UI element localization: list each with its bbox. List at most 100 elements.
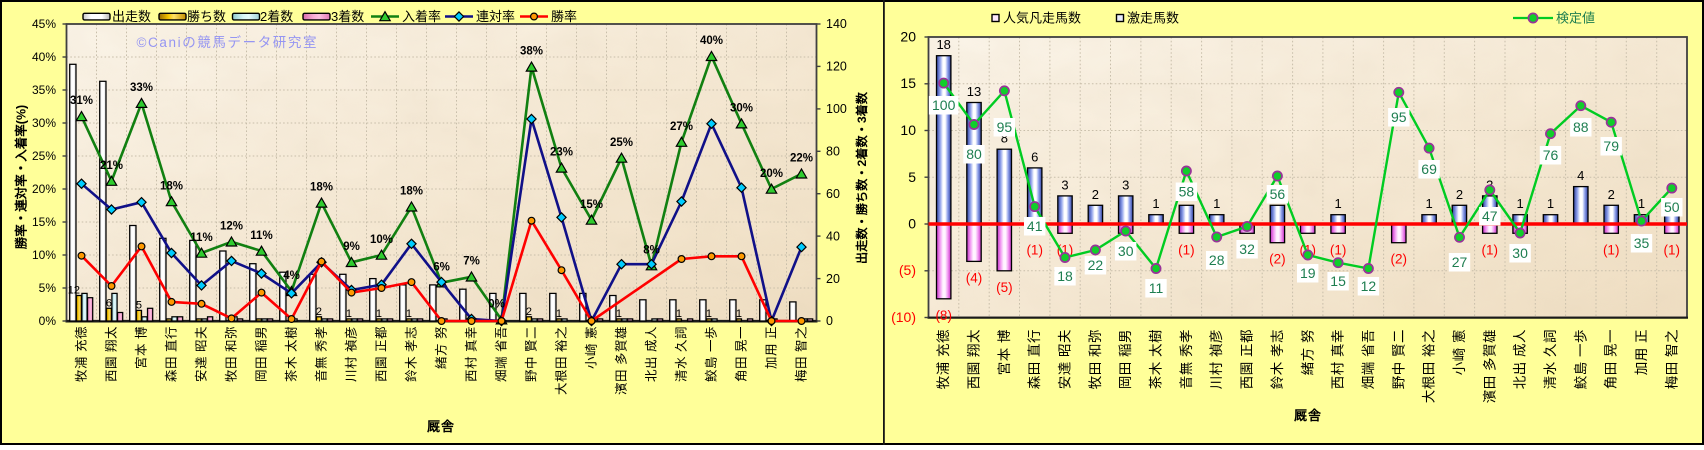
svg-text:18%: 18% [310, 182, 333, 194]
svg-text:(10): (10) [891, 309, 916, 325]
svg-text:鈴木 孝志: 鈴木 孝志 [404, 326, 419, 382]
svg-text:2着数: 2着数 [260, 9, 293, 24]
svg-text:加用 正: 加用 正 [1634, 329, 1649, 375]
svg-text:3: 3 [1122, 177, 1129, 192]
svg-text:川村 禎彦: 川村 禎彦 [344, 326, 359, 382]
svg-text:1: 1 [1547, 196, 1554, 211]
svg-text:©Caniの競馬データ研究室: ©Caniの競馬データ研究室 [137, 34, 319, 50]
svg-text:22: 22 [1088, 257, 1104, 273]
svg-text:1: 1 [706, 308, 712, 320]
svg-text:1: 1 [1638, 196, 1645, 211]
svg-text:(5): (5) [996, 280, 1013, 295]
svg-text:森田 直行: 森田 直行 [164, 326, 179, 382]
svg-text:15%: 15% [32, 215, 56, 229]
svg-text:北出 成人: 北出 成人 [1513, 329, 1528, 389]
svg-text:60: 60 [826, 187, 840, 201]
svg-text:1: 1 [676, 308, 682, 320]
svg-text:0%: 0% [39, 314, 57, 328]
svg-text:47: 47 [1482, 208, 1498, 224]
svg-text:6: 6 [106, 297, 112, 309]
svg-text:38%: 38% [520, 46, 543, 58]
svg-text:12: 12 [1361, 278, 1377, 294]
svg-text:鮫島 一歩: 鮫島 一歩 [704, 326, 719, 382]
svg-text:5: 5 [908, 169, 916, 185]
svg-text:20%: 20% [32, 182, 56, 196]
svg-text:32: 32 [1239, 241, 1255, 257]
svg-text:西村 真幸: 西村 真幸 [1331, 329, 1346, 389]
svg-text:5%: 5% [39, 281, 57, 295]
svg-text:10: 10 [900, 122, 916, 138]
svg-text:岡田 稲男: 岡田 稲男 [1118, 329, 1133, 389]
svg-text:宮本 博: 宮本 博 [134, 326, 149, 369]
svg-text:31%: 31% [70, 95, 93, 107]
svg-text:25%: 25% [32, 149, 56, 163]
svg-text:清水 久詞: 清水 久詞 [675, 326, 689, 382]
svg-text:1: 1 [346, 308, 352, 320]
svg-text:鮫島 一歩: 鮫島 一歩 [1573, 329, 1588, 389]
svg-text:出走数・勝ち数・2着数・3着数: 出走数・勝ち数・2着数・3着数 [854, 91, 869, 264]
svg-text:11: 11 [1149, 280, 1164, 296]
svg-text:76: 76 [1543, 147, 1559, 163]
svg-text:79: 79 [1603, 138, 1619, 154]
svg-text:6%: 6% [433, 262, 450, 274]
svg-text:安達 昭夫: 安達 昭夫 [1058, 329, 1073, 389]
svg-text:7%: 7% [463, 256, 480, 268]
svg-text:22%: 22% [790, 153, 813, 165]
svg-text:畑端 省吾: 畑端 省吾 [495, 326, 509, 382]
svg-text:(8): (8) [935, 308, 952, 323]
svg-text:宮本 博: 宮本 博 [996, 329, 1012, 375]
svg-text:連対率: 連対率 [476, 9, 515, 24]
svg-text:88: 88 [1573, 119, 1589, 135]
svg-text:33%: 33% [130, 82, 153, 94]
svg-text:40%: 40% [700, 35, 723, 47]
svg-text:野中 賢二: 野中 賢二 [1391, 329, 1406, 389]
svg-text:100: 100 [826, 102, 847, 116]
svg-text:69: 69 [1421, 161, 1437, 177]
svg-text:音無 秀孝: 音無 秀孝 [314, 326, 329, 382]
svg-text:清水 久詞: 清水 久詞 [1543, 329, 1558, 389]
svg-text:検定値: 検定値 [1556, 11, 1595, 26]
svg-text:15%: 15% [580, 199, 603, 211]
svg-text:梅田 智之: 梅田 智之 [794, 326, 809, 382]
svg-text:大根田 裕之: 大根田 裕之 [554, 326, 569, 395]
svg-text:5: 5 [136, 299, 142, 311]
svg-text:10%: 10% [32, 248, 56, 262]
svg-text:茶木 太樹: 茶木 太樹 [1149, 329, 1164, 389]
svg-text:2: 2 [1456, 187, 1463, 202]
svg-text:6: 6 [1031, 149, 1038, 164]
svg-text:角田 晃一: 角田 晃一 [735, 326, 749, 382]
svg-text:45%: 45% [32, 17, 56, 31]
svg-text:川村 禎彦: 川村 禎彦 [1209, 329, 1224, 389]
svg-text:4%: 4% [283, 270, 300, 282]
svg-text:厩舎: 厩舎 [1294, 408, 1322, 423]
svg-text:20: 20 [826, 272, 840, 286]
svg-text:56: 56 [1270, 186, 1286, 202]
svg-text:勝率・連対率・入着率(%): 勝率・連対率・入着率(%) [14, 105, 29, 249]
svg-text:0: 0 [908, 216, 916, 232]
svg-text:(1): (1) [1178, 242, 1195, 257]
svg-text:勝ち数: 勝ち数 [187, 9, 226, 24]
svg-text:大根田 裕之: 大根田 裕之 [1422, 329, 1437, 403]
svg-text:茶木 太樹: 茶木 太樹 [284, 326, 299, 382]
svg-text:140: 140 [826, 17, 847, 31]
svg-text:2: 2 [1608, 187, 1615, 202]
svg-text:3着数: 3着数 [331, 9, 364, 24]
svg-text:(2): (2) [1269, 252, 1286, 267]
svg-text:15: 15 [900, 75, 916, 91]
svg-text:18%: 18% [160, 180, 183, 192]
svg-text:30: 30 [1512, 245, 1528, 261]
svg-text:1: 1 [736, 308, 742, 320]
svg-text:畑端 省吾: 畑端 省吾 [1361, 329, 1376, 389]
svg-text:音無 秀孝: 音無 秀孝 [1178, 329, 1194, 389]
svg-text:牧浦 充徳: 牧浦 充徳 [74, 326, 89, 382]
svg-text:40: 40 [826, 229, 840, 243]
svg-text:西園 正都: 西園 正都 [1240, 329, 1255, 389]
svg-text:3: 3 [1061, 177, 1068, 192]
svg-text:12: 12 [68, 285, 80, 297]
svg-text:梅田 智之: 梅田 智之 [1664, 329, 1679, 389]
svg-text:鈴木 孝志: 鈴木 孝志 [1270, 329, 1285, 389]
svg-text:小崎 憲: 小崎 憲 [1452, 329, 1467, 375]
svg-text:激走馬数: 激走馬数 [1127, 11, 1179, 26]
svg-text:8: 8 [1001, 131, 1008, 146]
svg-text:11%: 11% [190, 232, 212, 244]
